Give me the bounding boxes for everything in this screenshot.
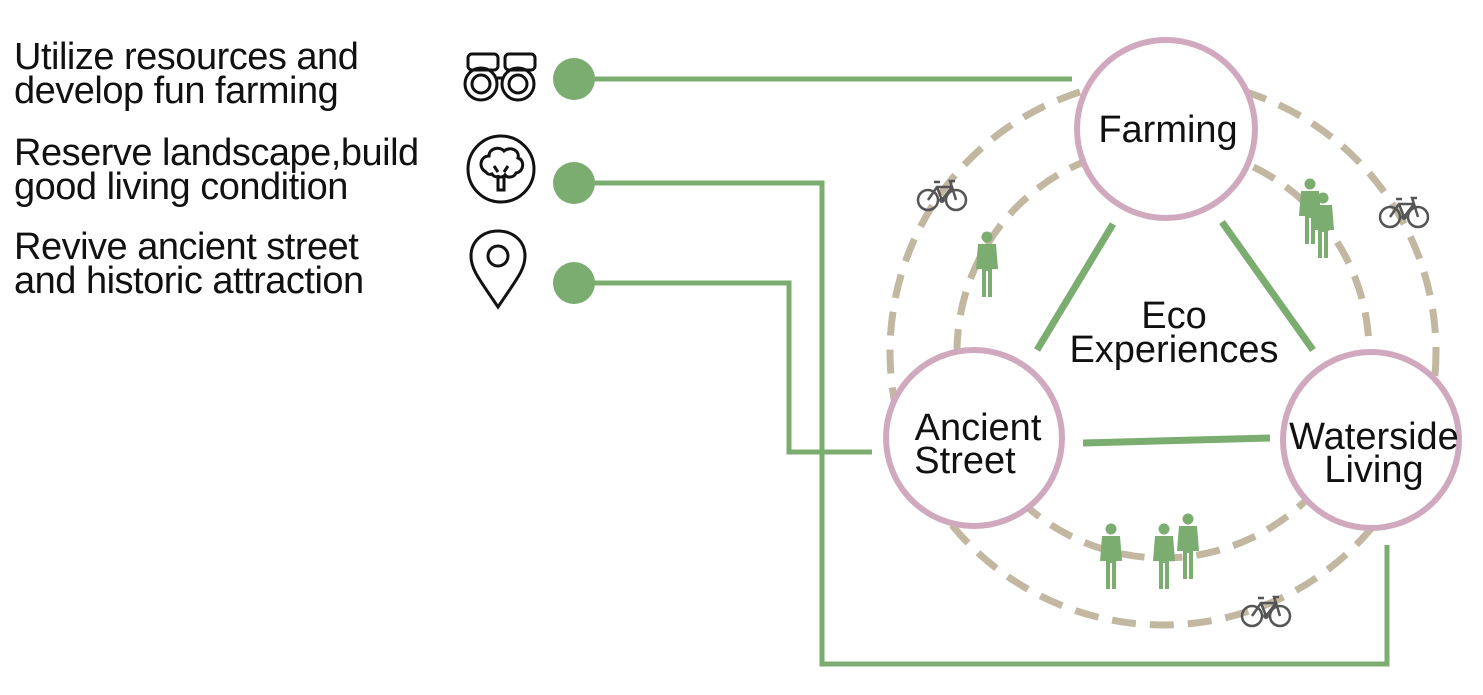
goal-farming-text: Utilize resources and develop fun farmin… bbox=[14, 36, 359, 112]
person-icon bbox=[1153, 523, 1175, 589]
goal-ancient-dot bbox=[553, 262, 595, 304]
node-ancient-label-line2: Street bbox=[914, 440, 1016, 482]
link-ancient-waterside bbox=[1082, 434, 1271, 447]
node-waterside-ring bbox=[1280, 349, 1462, 531]
person-icon bbox=[1177, 513, 1199, 579]
goal-farming-line2: develop fun farming bbox=[14, 70, 339, 112]
goal-ancient-text: Revive ancient street and historic attra… bbox=[14, 226, 364, 302]
goal-landscape-dot bbox=[553, 162, 595, 204]
bicycle-icon bbox=[916, 179, 968, 212]
center-label-line2: Experiences bbox=[1069, 329, 1278, 371]
connector-ancient bbox=[574, 280, 872, 455]
goal-landscape-text: Reserve landscape,build good living cond… bbox=[14, 132, 419, 208]
map-pin-icon bbox=[469, 229, 527, 310]
node-waterside-label-line2: Living bbox=[1324, 449, 1423, 491]
goal-ancient-line2: and historic attraction bbox=[14, 260, 364, 302]
center-label-line1: Eco bbox=[1141, 295, 1206, 337]
outer-dashed-ring bbox=[886, 75, 1440, 629]
goal-landscape-line1: Reserve landscape,build bbox=[14, 132, 419, 174]
link-farming-waterside bbox=[1219, 219, 1316, 353]
goal-farming-line1: Utilize resources and bbox=[14, 36, 359, 78]
person-icon bbox=[1100, 523, 1122, 589]
goal-ancient-line1: Revive ancient street bbox=[14, 226, 359, 268]
node-waterside-label-line1: Waterside bbox=[1289, 416, 1459, 458]
node-ancient-label-line1: Ancient bbox=[915, 407, 1042, 449]
tree-icon bbox=[466, 134, 536, 204]
node-ancient-ring bbox=[883, 347, 1065, 529]
binoculars-icon bbox=[463, 52, 537, 102]
node-farming-ring bbox=[1074, 37, 1258, 221]
goal-farming-dot bbox=[553, 58, 595, 100]
connector-landscape bbox=[574, 180, 1390, 667]
node-farming-label: Farming bbox=[1098, 109, 1237, 151]
link-farming-ancient bbox=[1034, 222, 1116, 352]
goal-landscape-line2: good living condition bbox=[14, 166, 348, 208]
person-icon bbox=[976, 231, 998, 297]
